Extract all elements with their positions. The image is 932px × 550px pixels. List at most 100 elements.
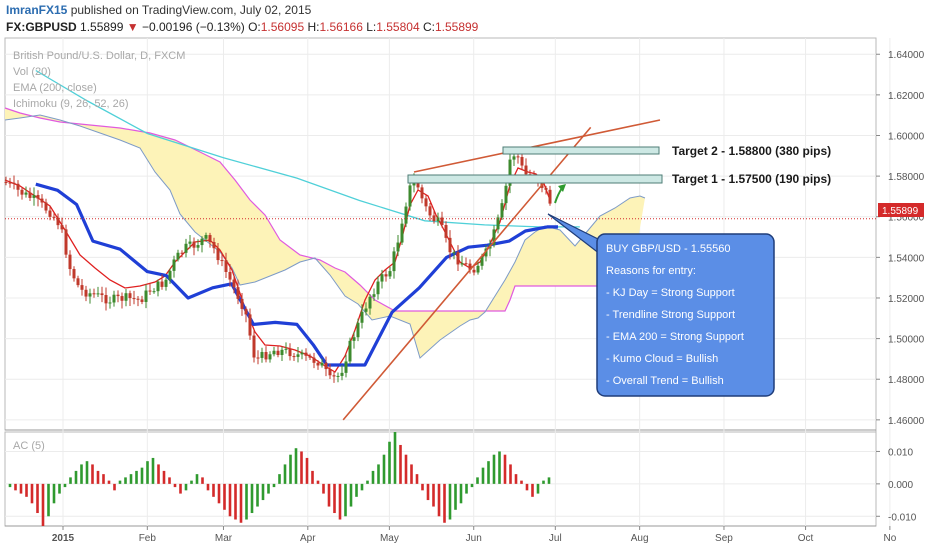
ac-bar (135, 470, 138, 484)
time-tick-label: Jun (466, 533, 482, 544)
candle-body (472, 269, 476, 273)
time-axis[interactable]: 2015 Feb Mar Apr May Jun Jul Aug Sep Oct No (52, 526, 897, 544)
ac-bar (316, 480, 320, 484)
candle-body (356, 322, 360, 338)
target-2-label: Target 2 - 1.58800 (380 pips) (672, 144, 831, 158)
candle-body (308, 355, 312, 358)
ac-bar (531, 483, 534, 497)
candle-body (68, 254, 72, 270)
candle-body (408, 185, 412, 207)
candle-body (348, 340, 352, 362)
ac-bar (250, 483, 254, 514)
candle-body (404, 206, 408, 224)
ac-bar (503, 454, 507, 484)
price-tick-label: 1.50000 (888, 335, 925, 346)
author-name[interactable]: ImranFX15 (6, 3, 68, 17)
ac-bar (69, 477, 72, 484)
publish-header: ImranFX15 published on TradingView.com, … (6, 3, 311, 17)
ac-bar (85, 461, 89, 484)
ac-oscillator: -0.010 0.000 0.010 (5, 432, 917, 526)
ac-bar (311, 470, 314, 484)
candle-body (492, 229, 496, 245)
candle-body (372, 294, 376, 297)
candle-body (84, 289, 88, 297)
candle-body (400, 223, 404, 243)
ac-bar (426, 483, 430, 501)
ohlc-header: FX:GBPUSD 1.55899 ▼ −0.00196 (−0.13%) O:… (6, 20, 479, 34)
ac-bar (443, 483, 446, 523)
candle-body (64, 229, 68, 255)
close-value: 1.55899 (434, 20, 479, 34)
candle-body (40, 198, 44, 203)
up-arrow-head-icon (558, 184, 566, 192)
ac-bar (377, 464, 380, 484)
candle-body (284, 348, 288, 350)
ac-bar (80, 464, 83, 484)
up-arrow-icon (554, 187, 563, 204)
candle-body (204, 235, 208, 239)
candle-body (544, 187, 548, 190)
candle-body (480, 256, 484, 266)
candle-body (504, 185, 508, 204)
candle-body (276, 350, 280, 355)
time-tick-label: May (380, 533, 399, 544)
price-axis[interactable]: 1.46000 1.48000 1.50000 1.52000 1.54000 1.560… (876, 50, 925, 427)
candle-body (396, 242, 400, 252)
candle-body (24, 192, 28, 195)
ac-bar (245, 483, 248, 520)
time-tick-label: 2015 (52, 533, 75, 544)
candle-body (460, 263, 464, 265)
candle-body (96, 293, 100, 295)
candle-body (416, 181, 420, 188)
candle-body (72, 269, 76, 279)
candle-body (56, 217, 60, 226)
candle-body (88, 293, 92, 297)
candle-body (60, 225, 64, 230)
ac-bar (201, 477, 204, 484)
ac-bar (344, 483, 347, 517)
candle-body (228, 271, 232, 280)
ac-bar (91, 464, 94, 484)
ac-bar (465, 483, 468, 494)
target-1-zone (407, 174, 663, 184)
ac-bar (168, 477, 171, 484)
price-tick-label: 1.56000 (888, 213, 925, 224)
ac-bar (393, 432, 397, 484)
candle-body (432, 215, 436, 222)
ac-bar (470, 483, 474, 488)
ac-bar (140, 467, 144, 484)
ac-bar (514, 474, 518, 484)
ac-bar (448, 483, 452, 520)
ac-bar (151, 457, 155, 484)
ac-bar (74, 470, 78, 484)
candle-body (264, 352, 268, 360)
ac-bar (25, 483, 28, 497)
last-price-tag-text: 1.55899 (882, 206, 919, 217)
candle-body (180, 252, 184, 254)
ac-bar (421, 483, 424, 491)
candle-body (76, 278, 80, 286)
callout-reason: - Trendline Strong Support (606, 309, 735, 321)
candle-body (376, 281, 380, 295)
ac-bar (432, 483, 435, 507)
time-tick-label: Aug (631, 533, 649, 544)
candle-body (140, 299, 144, 302)
price-tick-label: 1.46000 (888, 416, 925, 427)
candle-body (440, 217, 444, 226)
ac-bar (239, 483, 243, 523)
ac-bar (195, 474, 199, 484)
candle-body (200, 238, 204, 246)
ac-bar (454, 483, 457, 510)
price-change: −0.00196 (−0.13%) (141, 20, 245, 34)
candle-body (340, 372, 344, 376)
candle-body (352, 337, 356, 341)
candle-body (224, 260, 228, 272)
candle-body (260, 352, 264, 358)
ac-bar (179, 483, 182, 494)
down-arrow-icon: ▼ (126, 20, 139, 34)
ac-bar (459, 483, 463, 504)
candle-body (116, 294, 120, 297)
candle-body (384, 274, 388, 277)
time-tick-label: Feb (139, 533, 157, 544)
